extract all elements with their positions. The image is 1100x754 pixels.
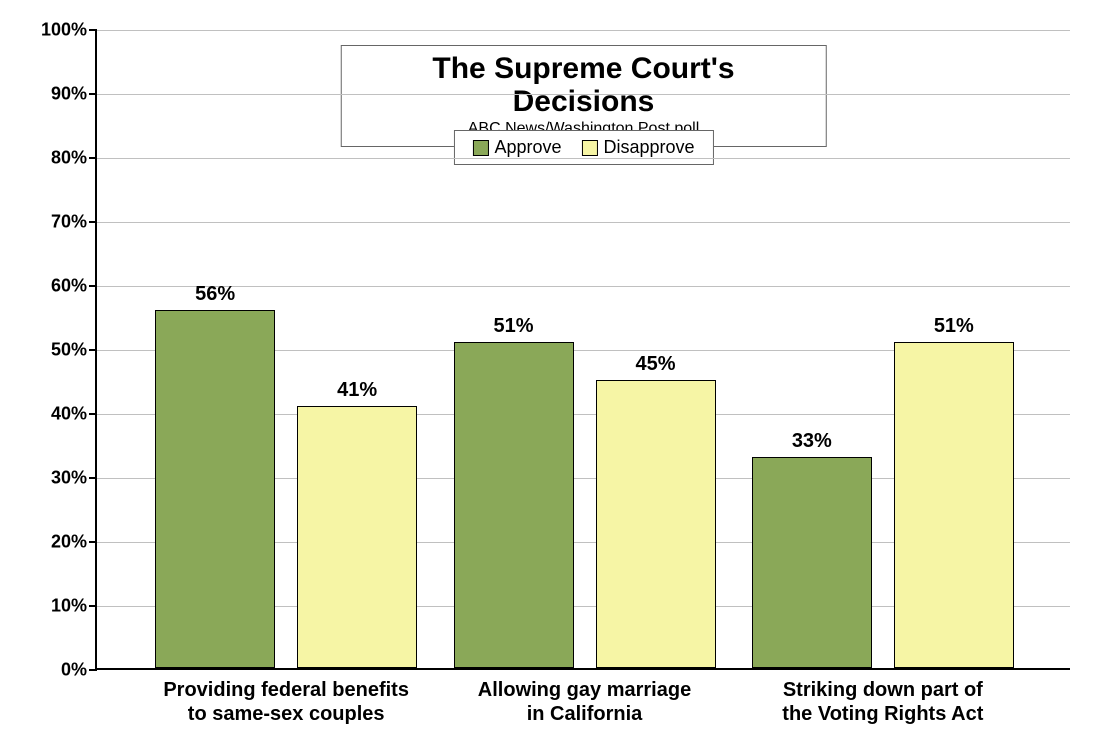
- legend-swatch-disapprove: [582, 140, 598, 156]
- y-tick-label: 30%: [51, 468, 97, 489]
- bar: [155, 310, 275, 668]
- bar-value-label: 45%: [635, 353, 675, 376]
- gridline: [97, 30, 1070, 31]
- chart-title: The Supreme Court's Decisions: [381, 52, 786, 118]
- bar: [454, 342, 574, 668]
- y-tick-label: 40%: [51, 404, 97, 425]
- bar-value-label: 51%: [934, 315, 974, 338]
- bar-value-label: 56%: [195, 283, 235, 306]
- bar: [894, 342, 1014, 668]
- y-tick-label: 50%: [51, 340, 97, 361]
- y-tick-label: 0%: [61, 660, 97, 681]
- y-tick-label: 80%: [51, 148, 97, 169]
- y-tick-label: 60%: [51, 276, 97, 297]
- y-tick-label: 90%: [51, 84, 97, 105]
- x-category-label: Providing federal benefitsto same-sex co…: [136, 668, 436, 726]
- x-category-label: Striking down part ofthe Voting Rights A…: [733, 668, 1033, 726]
- legend-label-disapprove: Disapprove: [604, 137, 695, 158]
- chart-container: The Supreme Court's Decisions ABC News/W…: [0, 0, 1100, 754]
- legend-item-approve: Approve: [472, 137, 561, 158]
- gridline: [97, 158, 1070, 159]
- y-tick-label: 100%: [41, 20, 97, 41]
- legend-label-approve: Approve: [494, 137, 561, 158]
- legend: Approve Disapprove: [453, 130, 713, 165]
- bar: [752, 457, 872, 668]
- legend-item-disapprove: Disapprove: [582, 137, 695, 158]
- bar: [297, 406, 417, 668]
- x-category-label: Allowing gay marriagein California: [435, 668, 735, 726]
- bar-value-label: 33%: [792, 430, 832, 453]
- y-tick-label: 20%: [51, 532, 97, 553]
- gridline: [97, 222, 1070, 223]
- gridline: [97, 286, 1070, 287]
- bar-value-label: 51%: [493, 315, 533, 338]
- bar-value-label: 41%: [337, 379, 377, 402]
- plot-area: The Supreme Court's Decisions ABC News/W…: [95, 30, 1070, 670]
- y-tick-label: 10%: [51, 596, 97, 617]
- legend-swatch-approve: [472, 140, 488, 156]
- bar: [596, 380, 716, 668]
- gridline: [97, 94, 1070, 95]
- y-tick-label: 70%: [51, 212, 97, 233]
